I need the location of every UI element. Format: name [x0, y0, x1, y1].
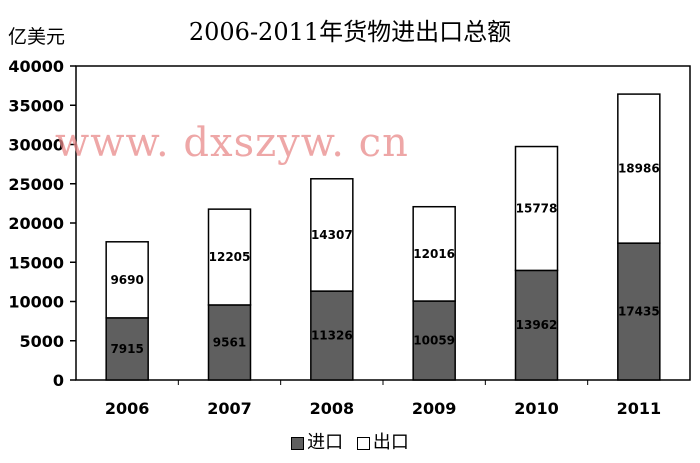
legend: 进口 出口	[0, 428, 700, 454]
data-label-import: 11326	[311, 329, 353, 343]
data-label-export: 12016	[413, 247, 455, 261]
watermark: www. dxszyw. cn	[55, 120, 409, 166]
legend-swatch-export	[356, 436, 370, 450]
data-label-export: 18986	[618, 162, 660, 176]
x-tick-label: 2006	[105, 399, 150, 418]
y-tick-label: 10000	[8, 293, 64, 312]
legend-label-import: 进口	[307, 432, 344, 453]
y-tick-label: 5000	[19, 332, 64, 351]
legend-item-import: 进口	[291, 432, 343, 453]
y-tick-label: 20000	[8, 214, 64, 233]
bar-export	[514, 145, 559, 272]
plot-frame	[75, 65, 691, 381]
bar-import	[617, 242, 661, 381]
data-label-export: 9690	[110, 273, 143, 287]
x-tick-label: 2009	[412, 399, 457, 418]
data-label-export: 12205	[209, 250, 251, 264]
x-tick-label: 2010	[514, 399, 559, 418]
legend-swatch-import	[291, 436, 305, 450]
y-tick-label: 0	[53, 371, 64, 390]
y-tick-label: 30000	[8, 136, 64, 155]
bar-import	[105, 317, 149, 381]
y-axis-unit-label: 亿美元	[8, 26, 66, 48]
y-tick-label: 25000	[8, 175, 64, 194]
bar-export	[617, 93, 661, 244]
x-tick-label: 2007	[207, 399, 252, 418]
chart-title: 2006-2011年货物进出口总额	[188, 18, 512, 46]
data-label-import: 9561	[213, 335, 246, 349]
bar-export	[207, 208, 252, 306]
x-tick-label: 2008	[310, 399, 355, 418]
bar-import	[412, 300, 456, 381]
bar-export	[105, 241, 149, 319]
data-label-import: 13962	[516, 318, 558, 332]
data-label-export: 14307	[311, 228, 353, 242]
y-tick-label: 15000	[8, 253, 64, 272]
y-tick-label: 40000	[8, 57, 64, 76]
bar-export	[412, 205, 456, 302]
bar-import	[310, 290, 354, 381]
x-tick-label: 2011	[617, 399, 662, 418]
bar-import	[207, 304, 252, 381]
legend-item-export: 出口	[356, 432, 409, 453]
y-tick-label: 35000	[8, 96, 64, 115]
bar-import	[514, 269, 559, 381]
legend-label-export: 出口	[372, 432, 409, 453]
data-label-import: 7915	[110, 342, 143, 356]
data-label-export: 15778	[516, 201, 558, 215]
bar-export	[310, 178, 354, 292]
data-label-import: 10059	[413, 334, 455, 348]
data-label-import: 17435	[618, 305, 660, 319]
